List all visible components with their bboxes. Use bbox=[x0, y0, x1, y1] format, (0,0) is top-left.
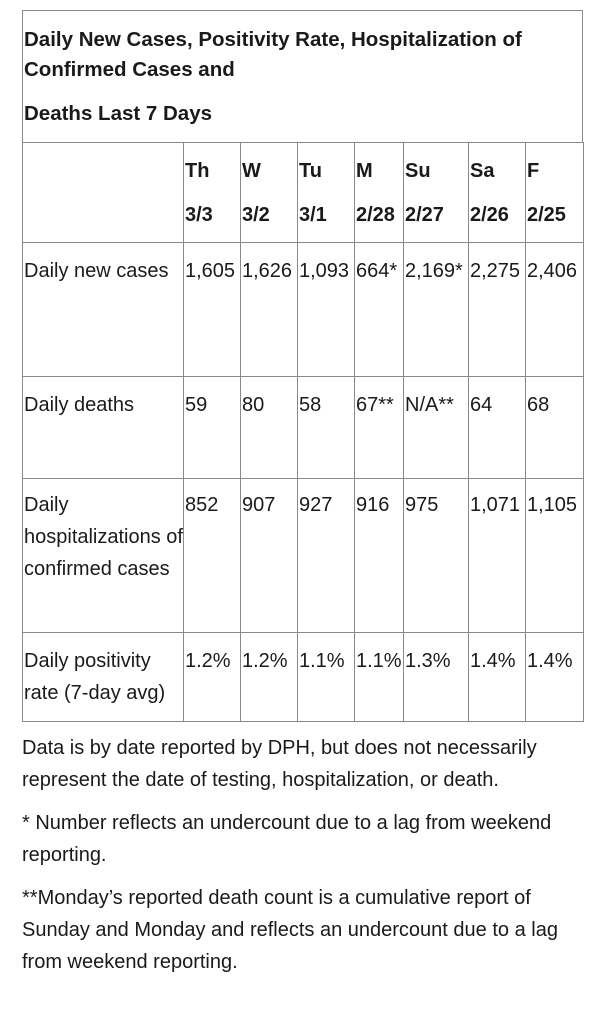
note-single-asterisk: * Number reflects an undercount due to a… bbox=[22, 812, 552, 866]
table-cell: 852 bbox=[183, 478, 241, 633]
table-cell: 1.4% bbox=[468, 632, 526, 722]
table-row-daily-positivity-rate: Daily positivity rate (7-day avg) 1.2% 1… bbox=[22, 632, 584, 722]
header-date: 3/1 bbox=[299, 204, 327, 226]
table-notes: Data is by date reported by DPH, but doe… bbox=[22, 732, 582, 989]
table-cell: 68 bbox=[525, 376, 584, 479]
header-cell-sunday: Su 2/27 bbox=[403, 142, 469, 243]
header-row: Th 3/3 W 3/2 Tu 3/1 M 2/28 Su 2/27 Sa 2/26 F 2/… bbox=[22, 142, 584, 243]
header-empty-cell bbox=[22, 142, 184, 243]
covid-report-table-container: Daily New Cases, Positivity Rate, Hospit… bbox=[22, 10, 584, 722]
header-cell-monday: M 2/28 bbox=[354, 142, 404, 243]
table-cell: 1.2% bbox=[183, 632, 241, 722]
table-cell: 1.4% bbox=[525, 632, 584, 722]
header-cell-wednesday: W 3/2 bbox=[240, 142, 298, 243]
table-cell: 67** bbox=[354, 376, 404, 479]
table-cell: 80 bbox=[240, 376, 298, 479]
table-cell: 1,605 bbox=[183, 242, 241, 377]
data-table: Th 3/3 W 3/2 Tu 3/1 M 2/28 Su 2/27 Sa 2/26 F 2/… bbox=[22, 142, 584, 722]
table-cell: 1.3% bbox=[403, 632, 469, 722]
header-date: 3/2 bbox=[242, 204, 270, 226]
note-data-source: Data is by date reported by DPH, but doe… bbox=[22, 737, 537, 791]
table-cell: 664* bbox=[354, 242, 404, 377]
table-cell: 907 bbox=[240, 478, 298, 633]
table-cell: N/A** bbox=[403, 376, 469, 479]
table-cell: 58 bbox=[297, 376, 355, 479]
table-cell: 1,093 bbox=[297, 242, 355, 377]
header-cell-thursday: Th 3/3 bbox=[183, 142, 241, 243]
table-title-cell: Daily New Cases, Positivity Rate, Hospit… bbox=[22, 10, 583, 143]
note-double-asterisk: **Monday’s reported death count is a cum… bbox=[22, 887, 558, 973]
table-title-line-3: Deaths Last 7 Days bbox=[24, 102, 213, 125]
header-day: Tu bbox=[299, 160, 322, 182]
header-day: W bbox=[242, 160, 261, 182]
table-cell: 64 bbox=[468, 376, 526, 479]
table-cell: 1,105 bbox=[525, 478, 584, 633]
table-cell: 927 bbox=[297, 478, 355, 633]
table-cell: 1,071 bbox=[468, 478, 526, 633]
header-day: Sa bbox=[470, 160, 495, 182]
table-cell: 1.2% bbox=[240, 632, 298, 722]
header-day: F bbox=[527, 160, 540, 182]
header-date: 2/27 bbox=[405, 204, 444, 226]
table-title-line-2: Confirmed Cases and bbox=[24, 58, 235, 81]
row-label: Daily new cases bbox=[22, 242, 184, 377]
table-cell: 2,406 bbox=[525, 242, 584, 377]
table-cell: 1.1% bbox=[297, 632, 355, 722]
header-day: Th bbox=[185, 160, 210, 182]
row-label: Daily positivity rate (7-day avg) bbox=[22, 632, 184, 722]
table-cell: 975 bbox=[403, 478, 469, 633]
header-date: 2/25 bbox=[527, 204, 566, 226]
table-cell: 1,626 bbox=[240, 242, 298, 377]
table-cell: 1.1% bbox=[354, 632, 404, 722]
table-cell: 2,275 bbox=[468, 242, 526, 377]
row-label: Daily deaths bbox=[22, 376, 184, 479]
header-date: 3/3 bbox=[185, 204, 213, 226]
table-title-line-1: Daily New Cases, Positivity Rate, Hospit… bbox=[24, 28, 522, 51]
header-day: Su bbox=[405, 160, 431, 182]
table-cell: 2,169* bbox=[403, 242, 469, 377]
table-cell: 916 bbox=[354, 478, 404, 633]
table-cell: 59 bbox=[183, 376, 241, 479]
table-row-daily-deaths: Daily deaths 59 80 58 67** N/A** 64 68 bbox=[22, 376, 584, 479]
header-cell-saturday: Sa 2/26 bbox=[468, 142, 526, 243]
table-row-daily-hospitalizations: Daily hospitalizations of confirmed case… bbox=[22, 478, 584, 633]
header-cell-tuesday: Tu 3/1 bbox=[297, 142, 355, 243]
header-date: 2/26 bbox=[470, 204, 509, 226]
header-cell-friday: F 2/25 bbox=[525, 142, 584, 243]
row-label: Daily hospitalizations of confirmed case… bbox=[22, 478, 184, 633]
table-row-daily-new-cases: Daily new cases 1,605 1,626 1,093 664* 2… bbox=[22, 242, 584, 377]
header-day: M bbox=[356, 160, 373, 182]
header-date: 2/28 bbox=[356, 204, 395, 226]
